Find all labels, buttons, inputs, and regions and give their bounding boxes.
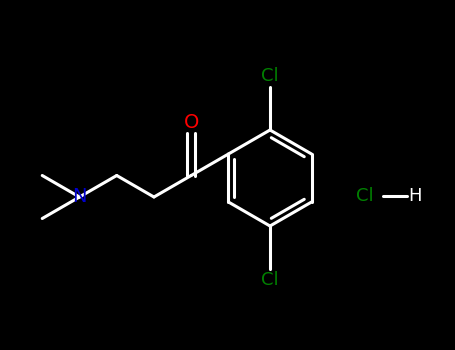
Text: O: O bbox=[183, 113, 199, 132]
Text: H: H bbox=[408, 187, 422, 205]
Text: N: N bbox=[72, 188, 87, 206]
Text: Cl: Cl bbox=[261, 67, 279, 85]
Text: Cl: Cl bbox=[261, 271, 279, 289]
Text: Cl: Cl bbox=[356, 187, 374, 205]
